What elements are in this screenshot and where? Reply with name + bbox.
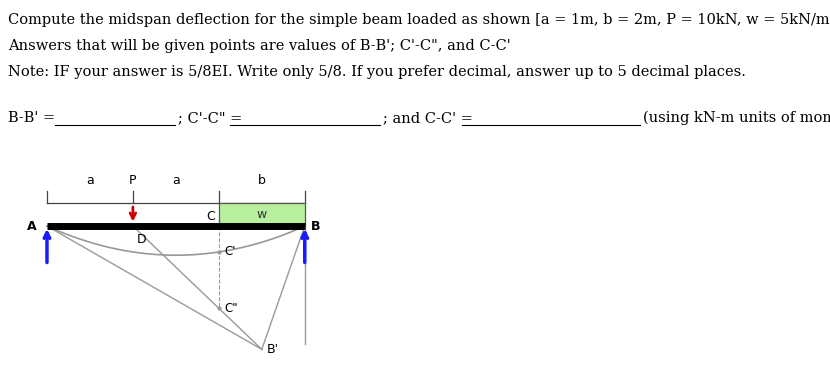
Text: (using kN-m units of moment): (using kN-m units of moment) <box>643 111 830 125</box>
Text: ; and C-C' =: ; and C-C' = <box>383 111 473 125</box>
Text: C": C" <box>224 302 237 315</box>
Text: P: P <box>129 174 137 187</box>
Text: b: b <box>258 174 266 187</box>
Bar <box>219 203 305 226</box>
Text: A: A <box>27 219 37 232</box>
Text: a: a <box>172 174 180 187</box>
Text: Note: IF your answer is 5/8EI. Write only 5/8. If you prefer decimal, answer up : Note: IF your answer is 5/8EI. Write onl… <box>8 65 746 79</box>
Text: ; C'-C" =: ; C'-C" = <box>178 111 242 125</box>
Text: B': B' <box>267 343 279 356</box>
Text: B: B <box>310 219 320 232</box>
Text: w: w <box>256 208 267 221</box>
Text: C': C' <box>224 246 236 259</box>
Text: Answers that will be given points are values of B-B'; C'-C", and C-C': Answers that will be given points are va… <box>8 39 510 53</box>
Text: Compute the midspan deflection for the simple beam loaded as shown [a = 1m, b = : Compute the midspan deflection for the s… <box>8 13 830 27</box>
Text: C: C <box>206 210 214 223</box>
Text: B-B' =: B-B' = <box>8 111 55 125</box>
Text: a: a <box>86 174 94 187</box>
Text: D: D <box>136 233 146 246</box>
